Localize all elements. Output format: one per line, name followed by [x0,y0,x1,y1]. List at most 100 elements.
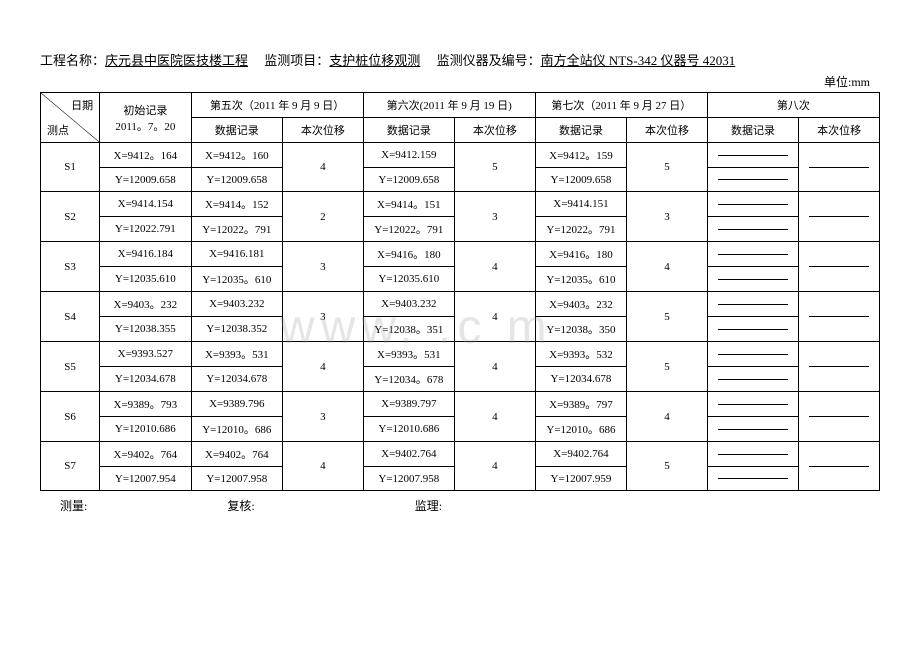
cell-blank [707,317,798,342]
cell: X=9389。793 [100,392,191,417]
point-id: S5 [41,342,100,392]
cell: Y=12038.352 [191,317,282,342]
cell: Y=12034。678 [363,367,454,392]
cell: Y=12022。791 [535,217,626,242]
cell-blank [707,392,798,417]
cell-blank [707,442,798,467]
cell: 4 [627,242,708,292]
instrument-label: 监测仪器及编号： [424,53,541,68]
cell: X=9403.232 [191,292,282,317]
cell-blank [707,217,798,242]
cell: X=9402。764 [191,442,282,467]
cell: X=9416.181 [191,242,282,267]
cell-blank [707,417,798,442]
cell: 4 [455,342,536,392]
cell: X=9416。180 [363,242,454,267]
corner-top: 日期 [71,97,93,113]
point-id: S7 [41,442,100,491]
cell: 4 [455,292,536,342]
col8-sub2: 本次位移 [799,118,880,143]
initial-header: 初始记录 2011。7。20 [100,93,191,143]
cell: 3 [627,192,708,242]
col6-title: 第六次(2011 年 9 月 19 日) [363,93,535,118]
project-label: 工程名称： [40,53,105,68]
cell: Y=12022。791 [363,217,454,242]
cell-blank [707,467,798,491]
cell: Y=12010。686 [535,417,626,442]
col6-sub2: 本次位移 [455,118,536,143]
point-id: S3 [41,242,100,292]
cell-blank [707,292,798,317]
footer-line: 测量: 复核: 监理: [40,497,880,514]
col8-title: 第八次 [707,93,879,118]
cell: Y=12035。610 [535,267,626,292]
cell: Y=12007.958 [191,467,282,491]
cell: 5 [627,292,708,342]
col8-sub1: 数据记录 [707,118,798,143]
cell: X=9414.154 [100,192,191,217]
cell-blank [799,392,880,442]
col7-title: 第七次（2011 年 9 月 27 日） [535,93,707,118]
cell-blank [799,442,880,491]
cell: Y=12009.658 [535,168,626,192]
cell-blank [799,342,880,392]
cell: X=9414。151 [363,192,454,217]
cell: 5 [455,143,536,192]
item-value: 支护桩位移观测 [329,53,420,68]
cell: X=9389.796 [191,392,282,417]
cell: X=9403。232 [100,292,191,317]
cell-blank [707,342,798,367]
project-value: 庆元县中医院医技楼工程 [105,53,248,68]
cell: 4 [283,143,364,192]
cell-blank [799,143,880,192]
cell: X=9412。159 [535,143,626,168]
unit-label: 单位:mm [40,73,880,90]
cell: Y=12022.791 [100,217,191,242]
col5-sub2: 本次位移 [283,118,364,143]
footer-supervise: 监理: [415,497,442,514]
cell-blank [799,292,880,342]
col7-sub1: 数据记录 [535,118,626,143]
data-table: 日期 测点 初始记录 2011。7。20 第五次（2011 年 9 月 9 日）… [40,92,880,491]
cell: X=9416。180 [535,242,626,267]
cell: X=9412.159 [363,143,454,168]
cell-blank [707,367,798,392]
cell: X=9412。160 [191,143,282,168]
cell: X=9389.797 [363,392,454,417]
cell: 5 [627,342,708,392]
cell: X=9412。164 [100,143,191,168]
cell: 2 [283,192,364,242]
cell: Y=12034.678 [535,367,626,392]
cell: X=9414。152 [191,192,282,217]
cell: X=9403。232 [535,292,626,317]
cell-blank [707,242,798,267]
cell: X=9389。797 [535,392,626,417]
cell: Y=12034.678 [191,367,282,392]
cell: Y=12010.686 [100,417,191,442]
cell: Y=12035。610 [191,267,282,292]
cell-blank [707,168,798,192]
cell: Y=12038。351 [363,317,454,342]
cell: X=9402.764 [363,442,454,467]
point-id: S6 [41,392,100,442]
cell: 3 [283,242,364,292]
cell-blank [799,192,880,242]
cell: X=9393。531 [363,342,454,367]
cell: Y=12007.958 [363,467,454,491]
cell: 4 [283,342,364,392]
cell: 3 [283,292,364,342]
footer-review: 复核: [227,497,254,514]
cell: 4 [455,442,536,491]
cell: X=9393。532 [535,342,626,367]
cell: 4 [283,442,364,491]
col6-sub1: 数据记录 [363,118,454,143]
point-id: S2 [41,192,100,242]
cell: X=9403.232 [363,292,454,317]
cell: X=9416.184 [100,242,191,267]
cell: Y=12035.610 [100,267,191,292]
cell-blank [707,143,798,168]
cell: X=9393.527 [100,342,191,367]
cell: Y=12009.658 [100,168,191,192]
cell: Y=12035.610 [363,267,454,292]
cell: 4 [455,392,536,442]
